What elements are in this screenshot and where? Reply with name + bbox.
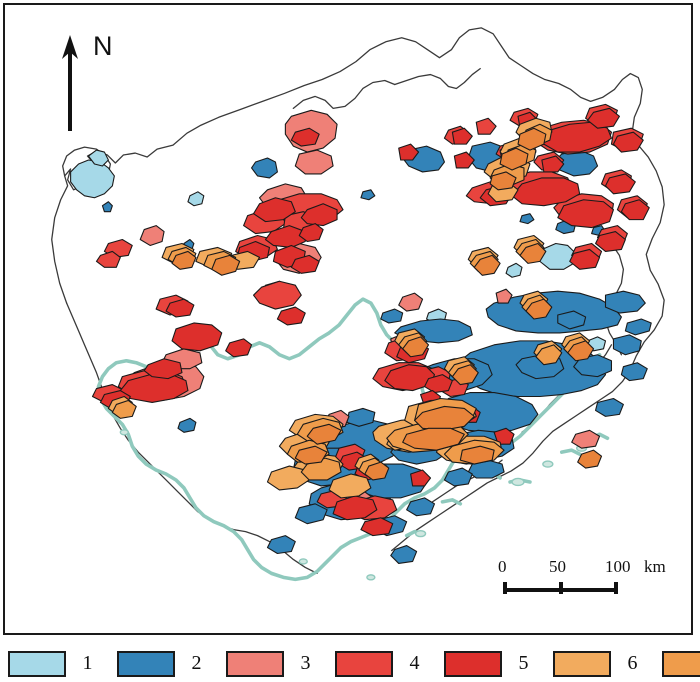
- thematic-map[interactable]: [5, 5, 691, 633]
- class8-polygons[interactable]: [171, 127, 603, 481]
- scale-bar-graphic: [503, 582, 618, 594]
- legend: 1 2 3 4 5 6 7 8: [0, 645, 700, 682]
- legend-swatch-2: [117, 650, 175, 677]
- legend-label-2: 2: [191, 652, 202, 674]
- legend-label-5: 5: [518, 652, 529, 674]
- legend-swatch-3: [226, 650, 284, 677]
- scale-tick-0: 0: [498, 557, 507, 576]
- legend-swatch-4: [335, 650, 393, 677]
- scale-bar: 0 50 100 km: [498, 557, 672, 597]
- legend-swatch-6: [553, 650, 611, 677]
- legend-item-5[interactable]: 5: [444, 650, 545, 677]
- legend-label-1: 1: [82, 652, 93, 674]
- scale-unit: km: [644, 557, 666, 576]
- legend-swatch-7: [662, 650, 700, 677]
- scale-tick-50: 50: [549, 557, 566, 576]
- scale-tick-100: 100: [605, 557, 631, 576]
- legend-swatch-5: [444, 650, 502, 677]
- legend-label-4: 4: [409, 652, 420, 674]
- legend-item-3[interactable]: 3: [226, 650, 327, 677]
- legend-swatch-1: [8, 650, 66, 677]
- legend-item-4[interactable]: 4: [335, 650, 436, 677]
- map-frame: N 0 50 100 km: [3, 3, 693, 635]
- north-arrow: [55, 31, 125, 131]
- north-label: N: [93, 31, 113, 61]
- legend-item-2[interactable]: 2: [117, 650, 218, 677]
- legend-label-6: 6: [627, 652, 638, 674]
- legend-label-3: 3: [300, 652, 311, 674]
- legend-item-6[interactable]: 6: [553, 650, 654, 677]
- legend-item-1[interactable]: 1: [8, 650, 109, 677]
- legend-item-7[interactable]: 7: [662, 650, 700, 677]
